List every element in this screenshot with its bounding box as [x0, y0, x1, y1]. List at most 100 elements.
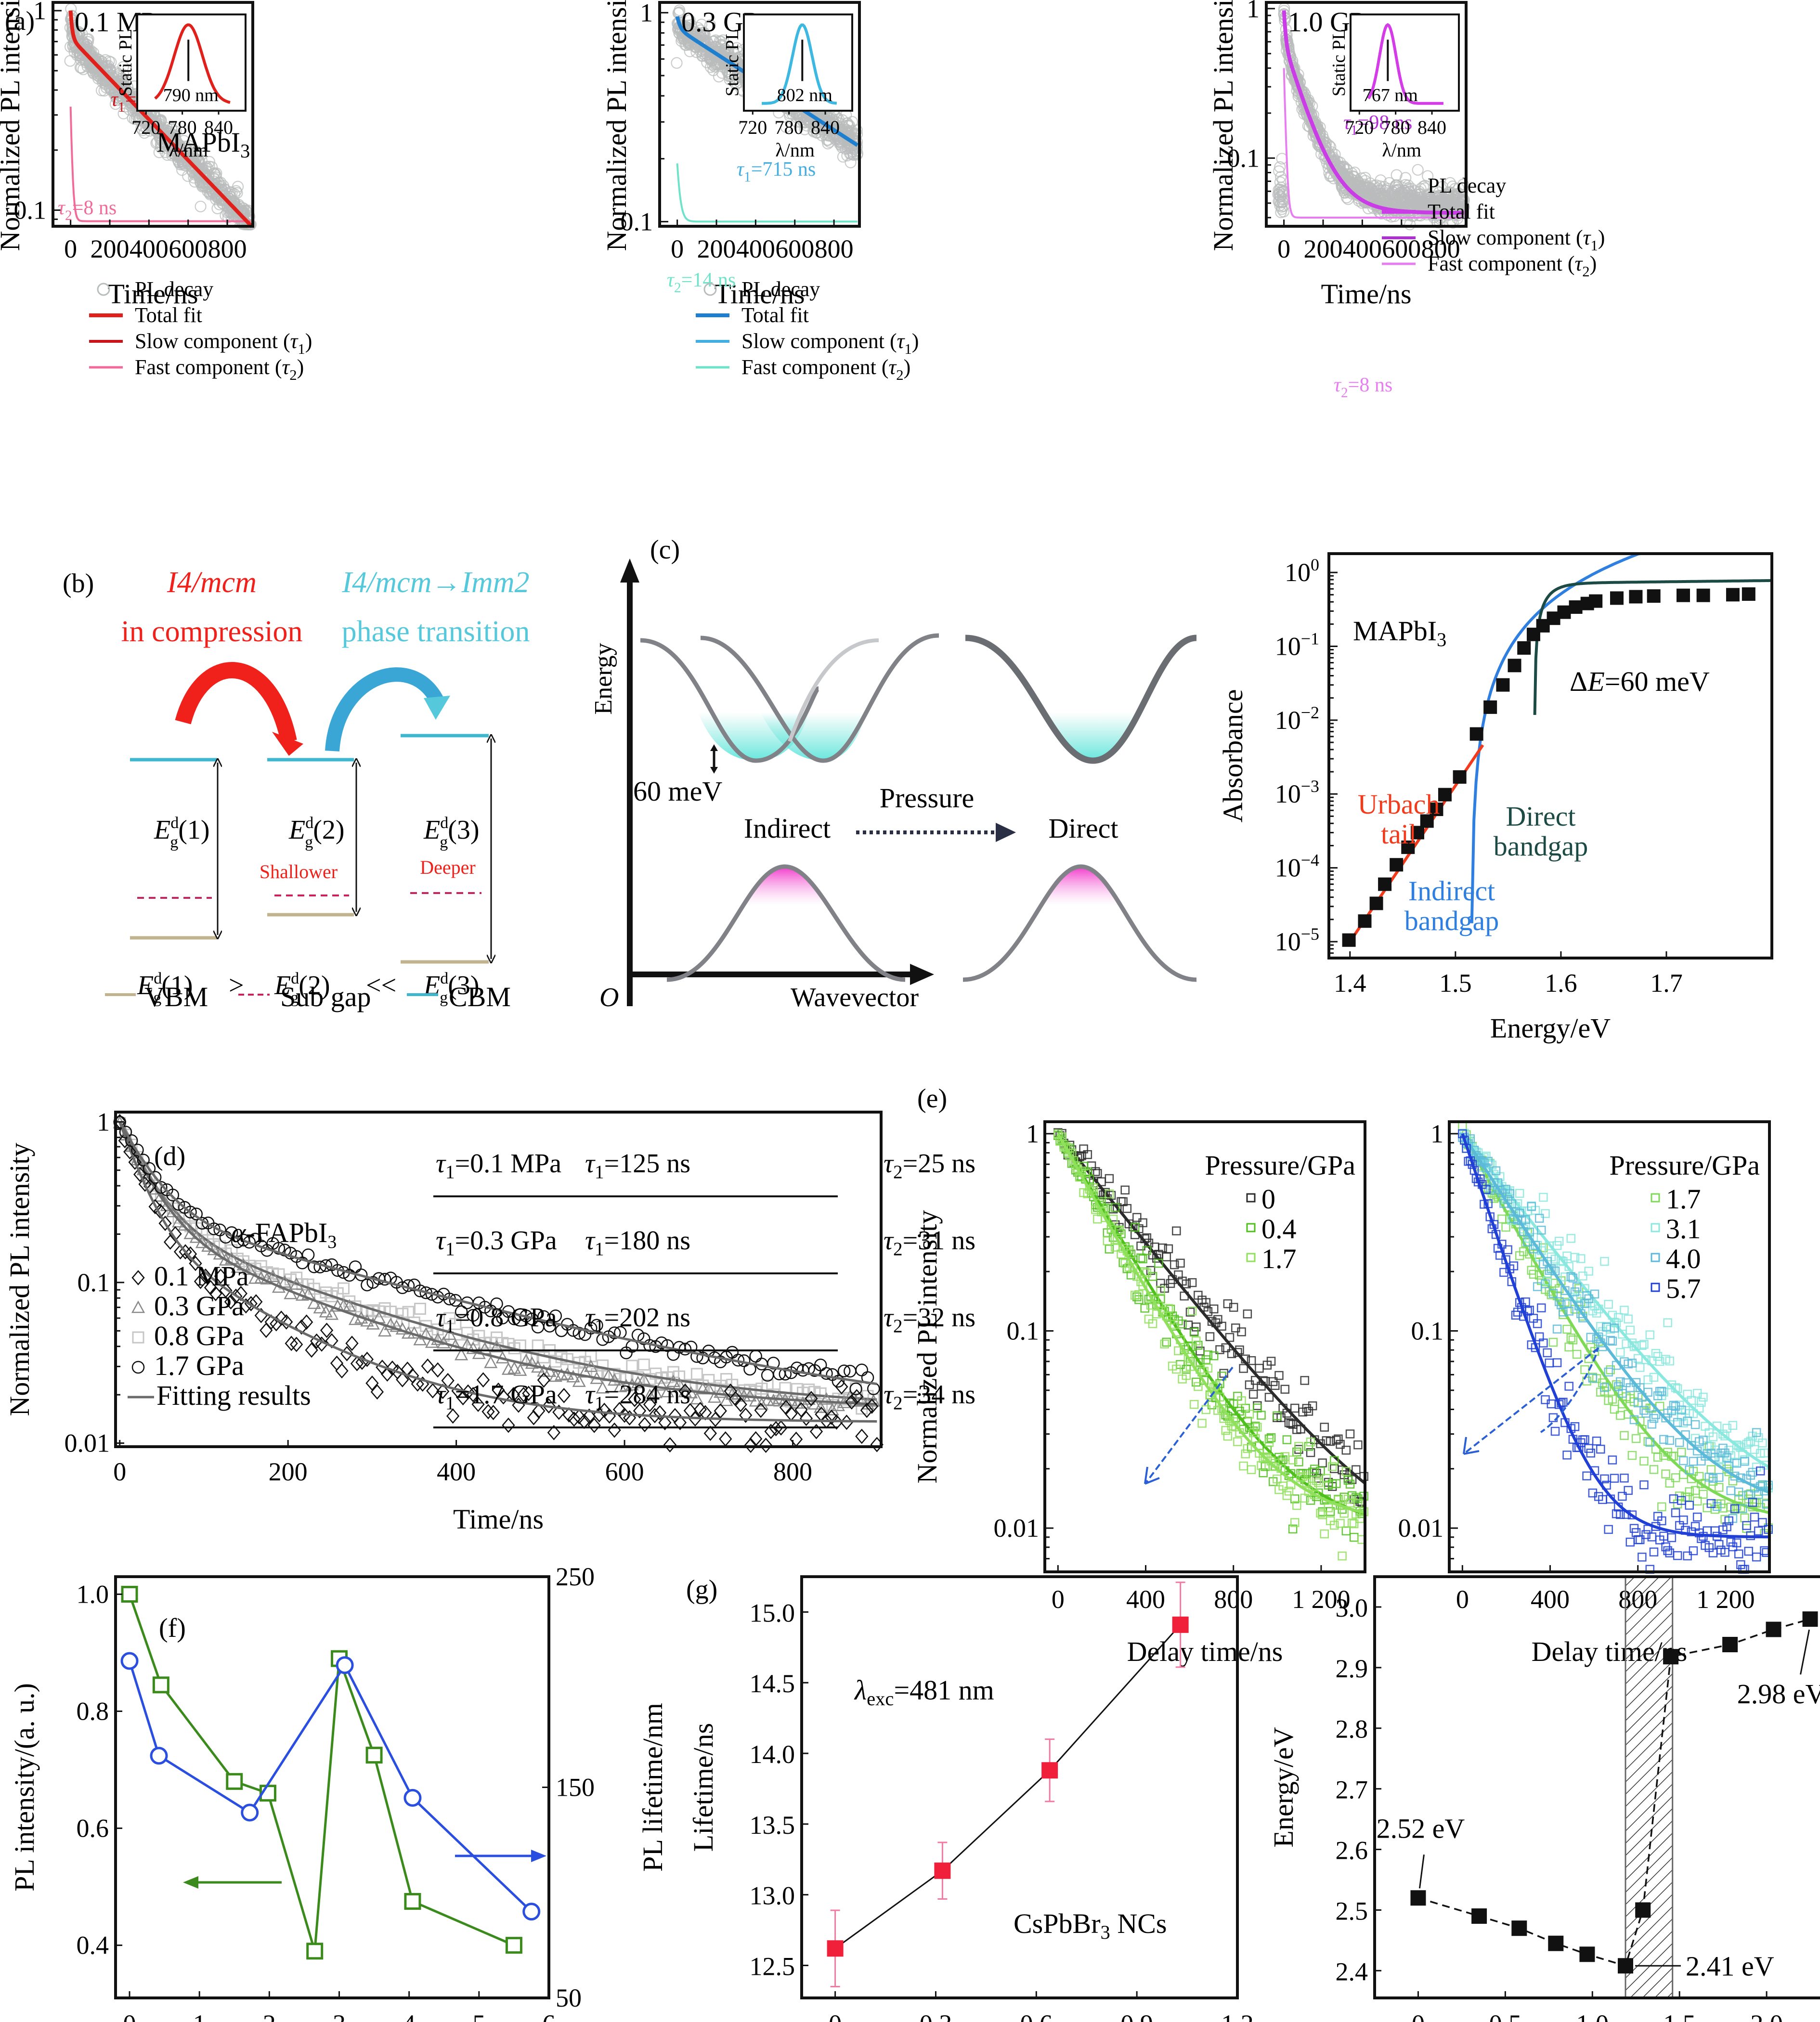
text-run: Total fit	[1428, 200, 1495, 223]
data-point	[1359, 185, 1371, 197]
text-run: =98 ns	[1358, 112, 1413, 134]
lifetime-point	[150, 1747, 168, 1765]
diamond-marker	[537, 1372, 550, 1388]
argument: (1)	[161, 971, 193, 1000]
series-4.0	[1458, 1132, 1773, 1523]
square-marker	[1205, 1332, 1215, 1341]
text-run: τ	[889, 355, 897, 379]
square-marker	[1677, 1496, 1686, 1505]
diamond-marker	[774, 1420, 788, 1436]
square-marker	[1639, 1456, 1649, 1466]
square-marker	[1722, 1522, 1731, 1531]
text-run: =202 ns	[604, 1303, 690, 1333]
diamond-marker	[754, 1402, 767, 1418]
square-marker	[1708, 1474, 1718, 1483]
x-tick-label: 1.7	[1650, 969, 1683, 998]
square-marker	[1604, 1525, 1613, 1534]
diamond-marker	[744, 1438, 757, 1453]
square-marker	[1192, 1322, 1201, 1332]
square-marker	[1564, 1382, 1573, 1391]
level-label-3: Ed g(3)	[423, 814, 480, 851]
text-run: =31 ns	[903, 1226, 975, 1256]
square-marker	[1345, 1479, 1355, 1489]
x-tick-label: 200	[697, 234, 736, 263]
superscript: d	[291, 970, 299, 987]
y2-tick-label: 150	[556, 1773, 595, 1802]
square-marker	[1164, 1244, 1173, 1254]
square-marker	[1543, 1348, 1552, 1358]
text-run: =32 ns	[903, 1303, 975, 1333]
panel-f: 1.00.80.60.4250150500123456Pressure/GPaP…	[0, 1531, 668, 2022]
fit-line	[1461, 1133, 1769, 1539]
series-0.1MPa	[113, 1114, 884, 1453]
square-marker	[1108, 1215, 1118, 1224]
square-marker	[338, 1282, 350, 1295]
lifetime-point	[241, 1803, 259, 1822]
square-marker	[1170, 1260, 1179, 1270]
square-marker	[1209, 1351, 1219, 1361]
x-tick-label: 2	[263, 2009, 276, 2022]
square-marker	[1629, 1415, 1639, 1425]
square-marker	[1134, 1290, 1144, 1299]
text-run: τ	[585, 1226, 596, 1256]
y-tick-label: 1	[1430, 1119, 1443, 1148]
square-marker	[1136, 1253, 1145, 1262]
x-tick-label: 800	[208, 234, 247, 263]
subscript: 1	[445, 1316, 455, 1336]
data-point	[1337, 175, 1349, 188]
circle-marker	[125, 1134, 138, 1147]
legend-label: 0.1 MPa	[154, 1260, 249, 1292]
y-tick-label: 0.01	[994, 1514, 1040, 1542]
diamond-marker	[158, 1216, 172, 1231]
square-marker	[1245, 1410, 1254, 1419]
data-point	[1341, 171, 1353, 183]
square-marker	[1754, 1526, 1763, 1536]
circle-marker	[272, 1242, 286, 1255]
y-tick-label: 1	[33, 0, 46, 25]
data-point	[99, 78, 111, 91]
square-marker	[1511, 1310, 1521, 1320]
square-marker	[1239, 1461, 1248, 1471]
square-marker	[1657, 1387, 1666, 1396]
diamond-marker	[552, 1404, 566, 1420]
triangle-marker	[584, 1359, 598, 1372]
table-cell: τ2​=31 ns	[884, 1226, 975, 1259]
legend-label: Fast component (τ2​)	[1428, 252, 1597, 280]
text-run: Total fit	[135, 303, 202, 327]
square-marker	[1182, 1279, 1191, 1289]
square-marker	[1714, 1473, 1724, 1482]
data-point	[704, 19, 716, 31]
diamond-marker	[587, 1417, 601, 1433]
inset-x-tick-label: 780	[168, 117, 197, 138]
subscript: 1	[595, 1393, 604, 1413]
argument: (2)	[313, 815, 344, 845]
square-marker	[1255, 1363, 1264, 1373]
diamond-marker	[330, 1355, 344, 1371]
panel-b-svg: (b) I4/mcm in compression I4/mcm→Imm2 ph…	[63, 566, 530, 1012]
x-tick-label: 800	[1214, 1585, 1253, 1614]
text-run: τ	[884, 1380, 894, 1410]
square-marker	[1274, 1371, 1284, 1380]
square-marker	[1562, 1451, 1572, 1460]
triangle-marker	[266, 1270, 280, 1283]
fast-component-line	[69, 106, 251, 222]
y-tick-label: 10−2	[1275, 703, 1319, 735]
subscript: 2	[893, 1316, 903, 1336]
square-marker	[1641, 1409, 1651, 1418]
square-marker	[1594, 1332, 1603, 1342]
x-tick-label: 600	[775, 234, 814, 263]
triangle-marker	[714, 1385, 728, 1398]
diamond-marker	[189, 1256, 202, 1271]
diamond-marker	[194, 1273, 208, 1289]
text-run: =60 meV	[1605, 666, 1710, 697]
triangle-marker	[131, 1300, 145, 1313]
text-run: τ	[436, 1149, 446, 1179]
diamond-marker	[260, 1322, 273, 1338]
square-marker	[1699, 1436, 1708, 1445]
square-marker	[1280, 1385, 1289, 1394]
square-marker	[1697, 1398, 1706, 1407]
E-symbol: E	[137, 971, 154, 1000]
square-marker	[1588, 1374, 1598, 1383]
